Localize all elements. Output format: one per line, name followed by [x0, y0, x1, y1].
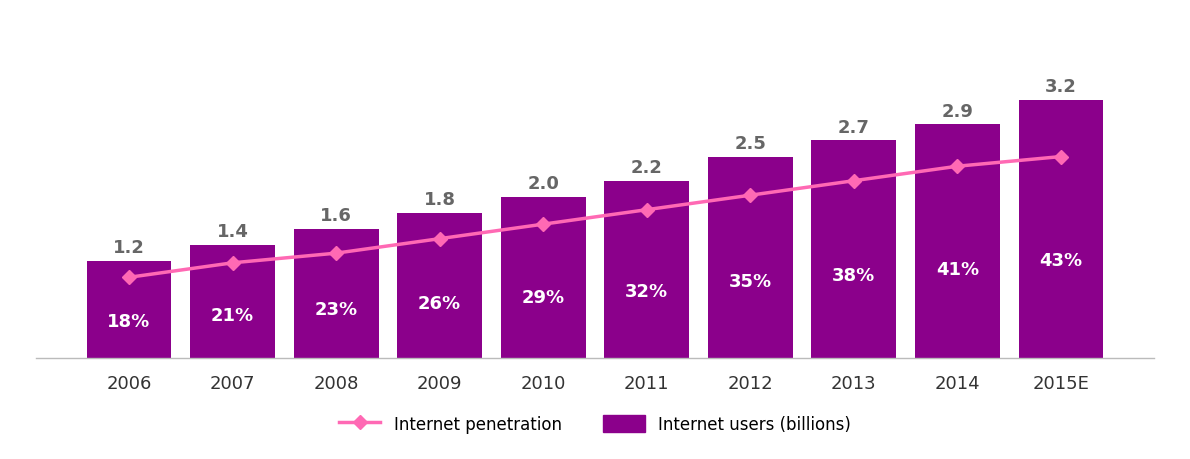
Text: 41%: 41% [935, 261, 979, 279]
Text: 1.2: 1.2 [113, 239, 145, 257]
Text: 1.8: 1.8 [424, 190, 456, 208]
Text: 1.6: 1.6 [320, 207, 352, 224]
Text: 2.0: 2.0 [527, 174, 559, 193]
Text: 2.9: 2.9 [941, 102, 973, 120]
Text: 35%: 35% [728, 273, 772, 291]
Bar [708, 157, 793, 358]
Bar [605, 181, 689, 358]
Bar [397, 213, 482, 358]
Legend: Internet penetration, Internet users (billions): Internet penetration, Internet users (bi… [332, 408, 858, 440]
Bar [87, 262, 171, 358]
Text: 23%: 23% [314, 300, 358, 318]
Text: 18%: 18% [107, 313, 151, 330]
Bar [190, 246, 275, 358]
Text: 2.5: 2.5 [734, 134, 766, 152]
Bar [915, 125, 1000, 358]
Text: 21%: 21% [211, 306, 255, 324]
Text: 2.7: 2.7 [838, 118, 870, 136]
Bar [294, 230, 378, 358]
Text: 2.2: 2.2 [631, 158, 663, 176]
Text: 3.2: 3.2 [1045, 78, 1077, 96]
Bar [501, 197, 585, 358]
Text: 38%: 38% [832, 267, 876, 285]
Text: 26%: 26% [418, 294, 462, 312]
Text: 43%: 43% [1039, 252, 1083, 269]
Text: 29%: 29% [521, 288, 565, 306]
Text: 32%: 32% [625, 282, 669, 300]
Bar [1019, 101, 1103, 358]
Text: 1.4: 1.4 [217, 223, 249, 241]
Bar [812, 141, 896, 358]
